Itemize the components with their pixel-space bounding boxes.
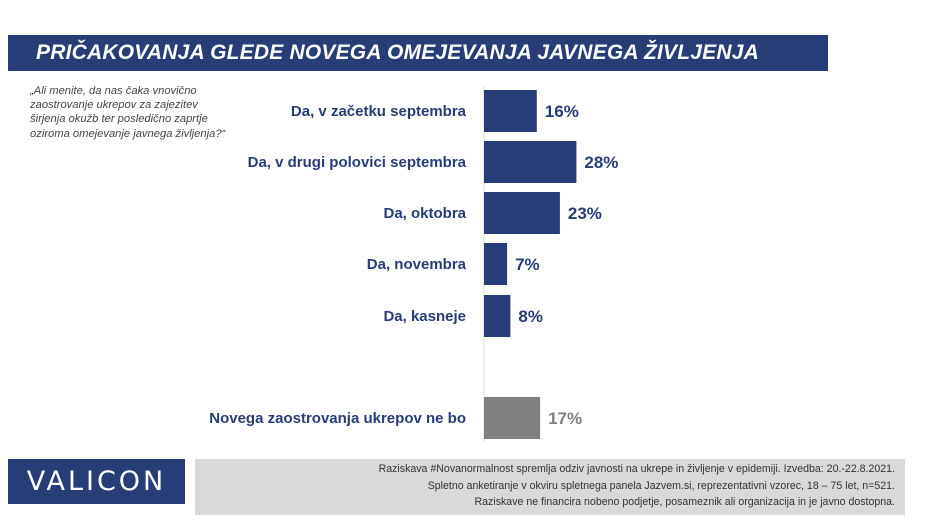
value-label: 23% <box>568 204 602 223</box>
category-label: Da, v drugi polovici septembra <box>248 154 467 171</box>
valicon-logo: VALICON <box>8 459 185 504</box>
title-bar: PRIČAKOVANJA GLEDE NOVEGA OMEJEVANJA JAV… <box>8 35 828 71</box>
value-label: 28% <box>584 153 618 172</box>
bar <box>484 295 511 337</box>
logo-text: VALICON <box>26 466 167 497</box>
value-label: 7% <box>515 255 540 274</box>
footer-note-line: Spletno anketiranje v okviru spletnega p… <box>427 479 895 492</box>
page-title: PRIČAKOVANJA GLEDE NOVEGA OMEJEVANJA JAV… <box>36 41 759 64</box>
survey-question: „Ali menite, da nas čaka vnovično zaostr… <box>30 85 226 140</box>
bar <box>484 141 577 183</box>
footer-note: Raziskava #Novanormalnost spremlja odziv… <box>195 459 905 515</box>
bar <box>484 90 537 132</box>
value-label: 8% <box>518 307 543 326</box>
footer-note-line: Raziskava #Novanormalnost spremlja odziv… <box>378 463 895 475</box>
bar <box>484 397 541 439</box>
category-label: Da, oktobra <box>383 205 466 222</box>
value-label: 16% <box>545 102 579 121</box>
bar <box>484 243 508 285</box>
bar <box>484 192 560 234</box>
category-label: Da, v začetku septembra <box>291 103 467 120</box>
category-label: Da, kasneje <box>383 308 466 325</box>
footer-note-line: Raziskave ne financira nobeno podjetje, … <box>474 496 895 508</box>
category-label: Novega zaostrovanja ukrepov ne bo <box>209 410 466 427</box>
value-label: 17% <box>548 409 582 428</box>
category-label: Da, novembra <box>367 256 467 273</box>
